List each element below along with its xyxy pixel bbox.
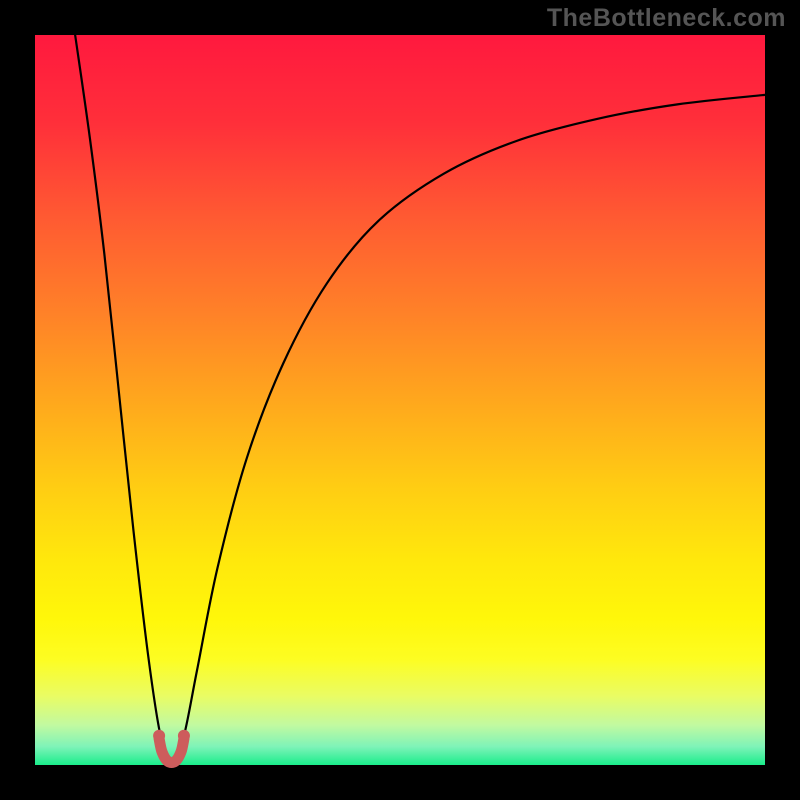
valley-marker-dot-0: [153, 730, 165, 742]
valley-marker-dot-1: [178, 730, 190, 742]
chart-container: TheBottleneck.com: [0, 0, 800, 800]
gradient-background: [35, 35, 765, 765]
watermark-text: TheBottleneck.com: [547, 4, 786, 33]
bottleneck-chart: [0, 0, 800, 800]
